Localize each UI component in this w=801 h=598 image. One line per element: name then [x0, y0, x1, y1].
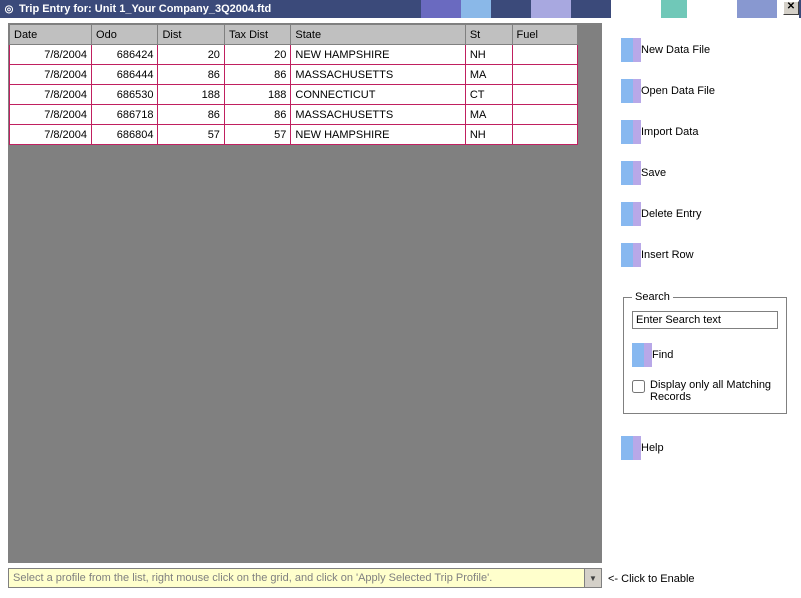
cell-odo[interactable]: 686424	[92, 45, 158, 65]
search-group: Search Find Display only all Matching Re…	[623, 291, 787, 414]
col-header-fuel[interactable]: Fuel	[512, 25, 577, 45]
close-icon[interactable]: ✕	[783, 1, 799, 15]
cell-dist[interactable]: 188	[158, 85, 224, 105]
help-button[interactable]: Help	[621, 436, 701, 460]
profile-combo-text[interactable]: Select a profile from the list, right mo…	[8, 568, 584, 588]
cell-dist[interactable]: 20	[158, 45, 224, 65]
cell-tax[interactable]: 86	[224, 65, 290, 85]
table-row[interactable]: 7/8/20046867188686MASSACHUSETTSMA	[10, 105, 578, 125]
col-header-dist[interactable]: Dist	[158, 25, 224, 45]
open-data-file-button[interactable]: Open Data File	[621, 79, 761, 103]
matching-records-checkbox[interactable]	[632, 380, 645, 393]
cell-st[interactable]: NH	[465, 125, 512, 145]
cell-state[interactable]: MASSACHUSETTS	[291, 65, 465, 85]
cell-odo[interactable]: 686718	[92, 105, 158, 125]
cell-state[interactable]: NEW HAMPSHIRE	[291, 125, 465, 145]
cell-state[interactable]: CONNECTICUT	[291, 85, 465, 105]
cell-tax[interactable]: 20	[224, 45, 290, 65]
chevron-down-icon[interactable]: ▼	[584, 568, 602, 588]
cell-st[interactable]: NH	[465, 45, 512, 65]
cell-st[interactable]: CT	[465, 85, 512, 105]
grid-area: DateOdoDistTax DistStateStFuel 7/8/20046…	[8, 23, 602, 563]
cell-date[interactable]: 7/8/2004	[10, 125, 92, 145]
col-header-st[interactable]: St	[465, 25, 512, 45]
right-pane: New Data File Open Data File Import Data…	[603, 18, 801, 598]
cell-fuel[interactable]	[512, 105, 577, 125]
cell-state[interactable]: NEW HAMPSHIRE	[291, 45, 465, 65]
table-row[interactable]: 7/8/20046864242020NEW HAMPSHIRENH	[10, 45, 578, 65]
cell-date[interactable]: 7/8/2004	[10, 45, 92, 65]
cell-dist[interactable]: 57	[158, 125, 224, 145]
cell-date[interactable]: 7/8/2004	[10, 85, 92, 105]
cell-fuel[interactable]	[512, 85, 577, 105]
app-icon: ◎	[2, 2, 16, 16]
title-text: Trip Entry for: Unit 1_Your Company_3Q20…	[19, 3, 271, 15]
cell-state[interactable]: MASSACHUSETTS	[291, 105, 465, 125]
col-header-date[interactable]: Date	[10, 25, 92, 45]
search-legend: Search	[632, 291, 673, 303]
table-row[interactable]: 7/8/20046868045757NEW HAMPSHIRENH	[10, 125, 578, 145]
search-input[interactable]	[632, 311, 778, 329]
find-button[interactable]: Find	[632, 343, 712, 367]
cell-st[interactable]: MA	[465, 65, 512, 85]
delete-entry-button[interactable]: Delete Entry	[621, 202, 761, 226]
cell-odo[interactable]: 686804	[92, 125, 158, 145]
matching-records-label[interactable]: Display only all Matching Records	[632, 379, 778, 403]
col-header-odo[interactable]: Odo	[92, 25, 158, 45]
cell-dist[interactable]: 86	[158, 65, 224, 85]
titlebar-segments	[421, 0, 799, 18]
col-header-state[interactable]: State	[291, 25, 465, 45]
titlebar: ◎ Trip Entry for: Unit 1_Your Company_3Q…	[0, 0, 801, 18]
table-header-row: DateOdoDistTax DistStateStFuel	[10, 25, 578, 45]
cell-date[interactable]: 7/8/2004	[10, 65, 92, 85]
left-pane: DateOdoDistTax DistStateStFuel 7/8/20046…	[0, 18, 603, 598]
cell-tax[interactable]: 57	[224, 125, 290, 145]
import-data-button[interactable]: Import Data	[621, 120, 761, 144]
click-to-enable-label: <- Click to Enable	[608, 573, 695, 585]
cell-date[interactable]: 7/8/2004	[10, 105, 92, 125]
cell-fuel[interactable]	[512, 125, 577, 145]
save-button[interactable]: Save	[621, 161, 761, 185]
cell-fuel[interactable]	[512, 45, 577, 65]
table-row[interactable]: 7/8/2004686530188188CONNECTICUTCT	[10, 85, 578, 105]
cell-fuel[interactable]	[512, 65, 577, 85]
cell-odo[interactable]: 686530	[92, 85, 158, 105]
insert-row-button[interactable]: Insert Row	[621, 243, 761, 267]
trip-table[interactable]: DateOdoDistTax DistStateStFuel 7/8/20046…	[9, 24, 578, 145]
col-header-tax[interactable]: Tax Dist	[224, 25, 290, 45]
cell-tax[interactable]: 86	[224, 105, 290, 125]
matching-records-text: Display only all Matching Records	[650, 379, 778, 403]
table-row[interactable]: 7/8/20046864448686MASSACHUSETTSMA	[10, 65, 578, 85]
cell-odo[interactable]: 686444	[92, 65, 158, 85]
cell-dist[interactable]: 86	[158, 105, 224, 125]
profile-combo[interactable]: Select a profile from the list, right mo…	[8, 568, 602, 588]
cell-tax[interactable]: 188	[224, 85, 290, 105]
new-data-file-button[interactable]: New Data File	[621, 38, 761, 62]
cell-st[interactable]: MA	[465, 105, 512, 125]
